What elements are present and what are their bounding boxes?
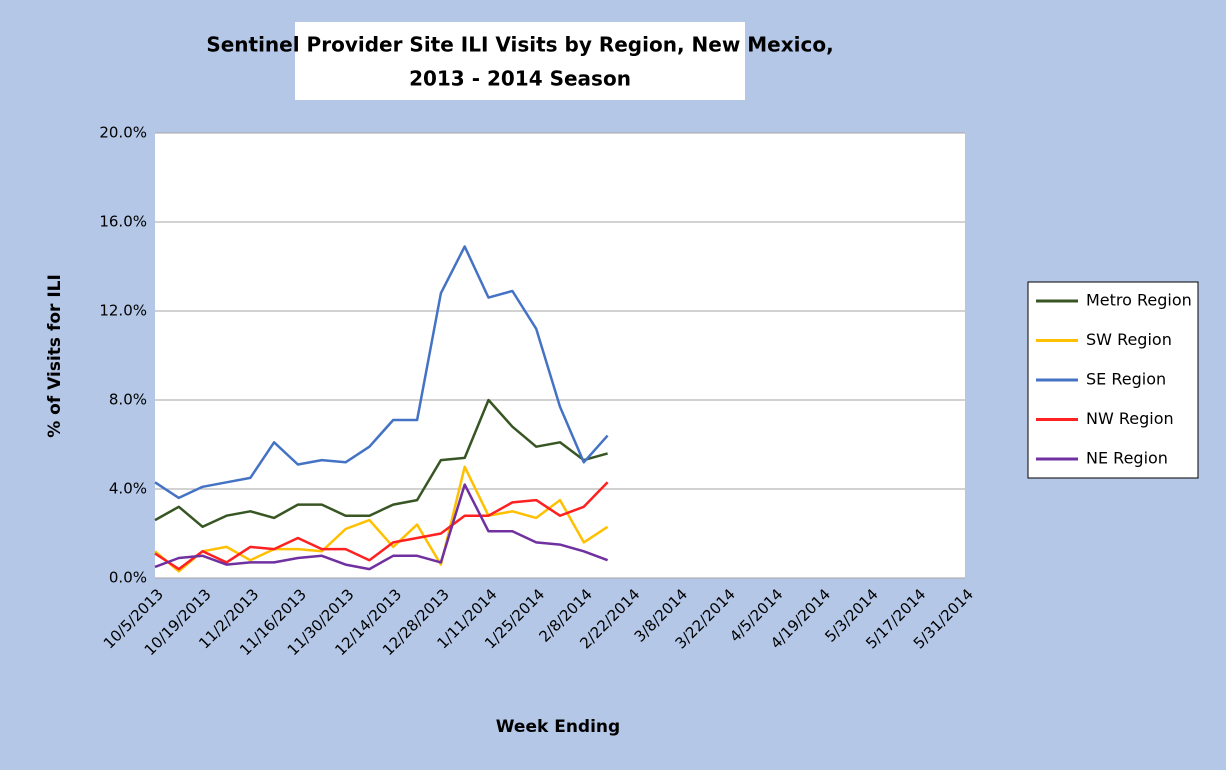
series-line: [154, 481, 609, 571]
chart-subtitle: 2013 - 2014 Season: [409, 67, 631, 91]
plot-area: [155, 133, 965, 578]
series-line: [154, 465, 609, 573]
y-tick-label: 20.0%: [99, 124, 147, 142]
legend-label: SE Region: [1086, 370, 1166, 389]
y-tick-label: 4.0%: [109, 480, 147, 498]
series-line: [154, 483, 609, 571]
legend-label: NW Region: [1086, 409, 1174, 428]
series-line: [154, 398, 608, 529]
legend-label: SW Region: [1086, 330, 1172, 349]
y-tick-label: 0.0%: [109, 569, 147, 587]
legend-label: Metro Region: [1086, 291, 1192, 310]
y-tick-label: 8.0%: [109, 391, 147, 409]
x-axis-label: Week Ending: [496, 717, 620, 737]
y-axis-label: % of Visits for ILI: [45, 274, 65, 438]
series-line: [154, 245, 609, 500]
legend-label: NE Region: [1086, 449, 1168, 468]
title-box: [295, 22, 745, 100]
chart-title: Sentinel Provider Site ILI Visits by Reg…: [206, 33, 833, 57]
y-tick-label: 16.0%: [99, 213, 147, 231]
y-tick-label: 12.0%: [99, 302, 147, 320]
